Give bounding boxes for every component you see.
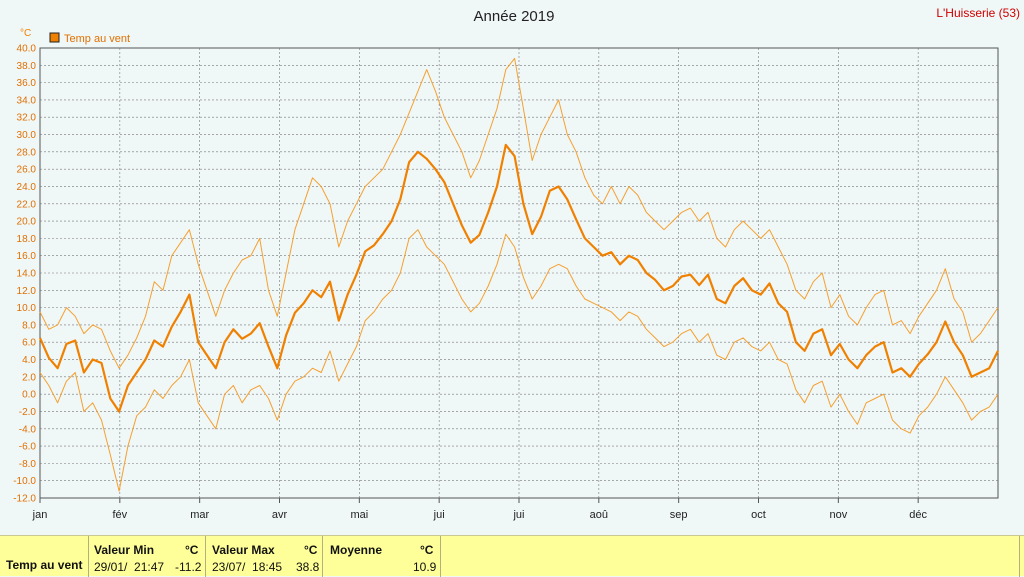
legend-swatch (49, 32, 60, 43)
y-tick-label: 18.0 (17, 234, 37, 245)
x-tick-label: aoû (590, 509, 608, 521)
y-tick-label: 34.0 (17, 95, 37, 106)
x-tick-label: mar (190, 509, 209, 521)
y-tick-label: 20.0 (17, 217, 37, 228)
stats-max-cell: Valeur Max °C 23/07/ 18:45 38.8 (206, 536, 322, 577)
x-axis: jan fév mar avr mai jui jui aoû sep oct nov déc (32, 498, 928, 521)
y-tick-label: 10.0 (17, 303, 37, 314)
stats-min-cell: Valeur Min °C 29/01/ 21:47 -11.2 (89, 536, 205, 577)
x-tick-label: avr (272, 509, 288, 521)
legend-label: Temp au vent (64, 33, 130, 45)
x-tick-label: oct (751, 509, 766, 521)
series-lines (38, 57, 999, 492)
y-tick-label: 22.0 (17, 199, 37, 210)
avg-header: Moyenne (330, 543, 383, 557)
x-tick-label: jan (32, 509, 48, 521)
station-name: L'Huisserie (53) (936, 6, 1020, 20)
y-tick-label: -12.0 (13, 494, 36, 505)
y-tick-label: 32.0 (17, 113, 37, 124)
x-tick-label: mai (350, 509, 368, 521)
y-tick-label: -6.0 (19, 442, 37, 453)
max-header: Valeur Max (212, 543, 275, 557)
y-tick-label: 30.0 (17, 130, 37, 141)
x-tick-label: jui (433, 509, 445, 521)
series-line-temp-au-vent (38, 143, 999, 413)
min-value: -11.2 (175, 560, 202, 574)
x-tick-label: jui (512, 509, 524, 521)
y-tick-label: 6.0 (22, 338, 36, 349)
y-tick-label: 28.0 (17, 147, 37, 158)
x-tick-label: déc (909, 509, 927, 521)
y-tick-label: 26.0 (17, 165, 37, 176)
y-axis: 40.0 38.0 36.0 34.0 32.0 30.0 28.0 26.0 24.0 22.0… (13, 44, 36, 505)
max-date: 23/07/ 18:45 (212, 560, 283, 574)
min-header: Valeur Min (94, 543, 155, 557)
y-tick-label: 0.0 (22, 390, 36, 401)
max-value: 38.8 (296, 560, 320, 574)
y-tick-label: 14.0 (17, 269, 37, 280)
y-tick-label: 24.0 (17, 182, 37, 193)
y-tick-label: -2.0 (19, 407, 37, 418)
y-tick-label: 8.0 (22, 320, 36, 331)
series-line-max (39, 57, 999, 369)
stats-avg-cell: Moyenne °C 10.9 (323, 536, 440, 577)
avg-value: 10.9 (413, 560, 437, 574)
y-tick-label: 12.0 (17, 286, 37, 297)
grid-lines (40, 48, 998, 498)
x-tick-label: sep (670, 509, 688, 521)
y-tick-label: 38.0 (17, 61, 37, 72)
max-unit: °C (304, 543, 318, 557)
min-unit: °C (185, 543, 199, 557)
min-date: 29/01/ 21:47 (94, 560, 165, 574)
x-tick-label: nov (829, 509, 847, 521)
chart-title: Année 2019 (474, 8, 555, 25)
y-tick-label: -4.0 (19, 424, 37, 435)
y-tick-label: 16.0 (17, 251, 37, 262)
stats-panel: Temp au vent Valeur Min °C 29/01/ 21:47 … (0, 535, 1024, 577)
y-tick-label: -10.0 (13, 476, 36, 487)
temperature-chart: Année 2019 L'Huisserie (53) °C Temp au v… (13, 6, 1020, 521)
y-tick-label: 4.0 (22, 355, 36, 366)
avg-unit: °C (420, 543, 434, 557)
series-line-min (39, 229, 999, 492)
y-tick-label: -8.0 (19, 459, 37, 470)
stats-row-label-cell: Temp au vent (0, 536, 88, 577)
x-tick-label: fév (112, 509, 127, 521)
stats-row-label: Temp au vent (6, 558, 83, 572)
y-tick-label: 2.0 (22, 372, 36, 383)
y-tick-label: 40.0 (17, 44, 37, 55)
y-tick-label: 36.0 (17, 78, 37, 89)
y-axis-unit: °C (20, 28, 31, 39)
